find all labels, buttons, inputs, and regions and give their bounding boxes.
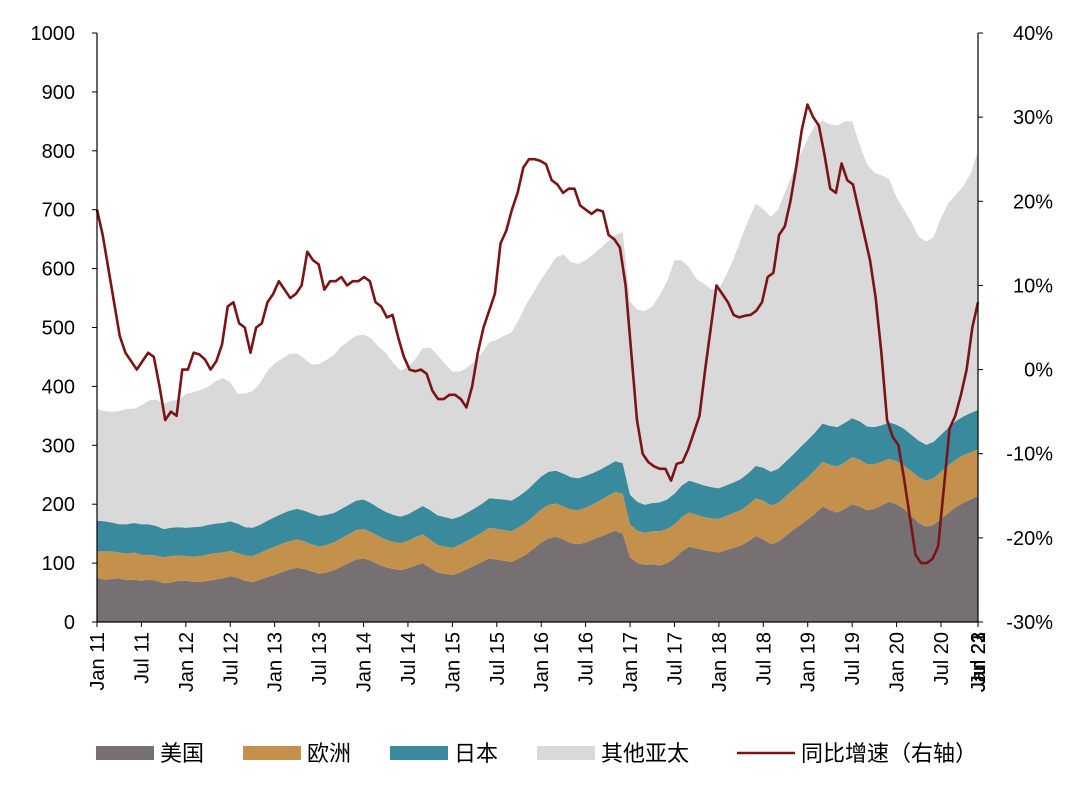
x-tick-label: Jan 14 <box>354 632 376 692</box>
x-tick-label: Jan 13 <box>265 632 287 692</box>
x-tick-label: Jul 20 <box>931 632 953 685</box>
x-tick-label: Jan 11 <box>87 632 109 691</box>
x-tick-label: Jan 16 <box>531 632 553 692</box>
x-tick-label: Jan 19 <box>798 632 820 692</box>
area-series-0 <box>97 495 978 622</box>
legend-label: 美国 <box>160 741 204 766</box>
left-tick-label: 700 <box>42 200 75 222</box>
area-series-2 <box>97 409 978 558</box>
x-tick-label: Jul 11 <box>131 632 153 684</box>
legend-label: 日本 <box>454 741 498 766</box>
stacked-areas <box>97 120 978 622</box>
x-tick-label: Jan 17 <box>620 632 642 692</box>
x-tick-label: Jan 18 <box>709 632 731 692</box>
left-tick-label: 800 <box>42 141 75 163</box>
right-tick-label: -20% <box>1006 528 1053 550</box>
legend-label: 欧洲 <box>307 741 351 766</box>
x-tick-label: Jan 21 <box>968 632 990 692</box>
left-tick-label: 300 <box>42 435 75 457</box>
area-series-1 <box>97 449 978 584</box>
growth-rate-line <box>95 103 980 565</box>
left-tick-label: 900 <box>42 82 75 104</box>
right-tick-label: 10% <box>1013 275 1053 297</box>
x-tick-label: Jul 18 <box>753 632 775 685</box>
legend-label: 同比增速（右轴） <box>801 741 977 766</box>
x-tick-label: Jan 12 <box>176 632 198 692</box>
legend-swatch <box>243 746 301 760</box>
left-tick-label: 200 <box>42 494 75 516</box>
x-tick-label: Jan 23 <box>968 632 990 692</box>
legend-swatch <box>96 746 154 760</box>
legend: 美国 欧洲 日本 其他亚太 同比增速（右轴） <box>96 741 977 766</box>
legend-swatch <box>537 746 595 760</box>
legend-label: 其他亚太 <box>601 741 689 766</box>
x-tick-label: Jul 12 <box>220 632 242 685</box>
x-tick-label: Jul 19 <box>842 632 864 685</box>
right-tick-label: 30% <box>1013 107 1053 129</box>
left-tick-label: 100 <box>42 553 75 575</box>
x-tick-label: Jul 14 <box>398 632 420 685</box>
left-tick-label: 600 <box>42 259 75 281</box>
right-tick-label: 40% <box>1013 23 1053 45</box>
left-tick-label: 0 <box>64 612 75 634</box>
left-tick-label: 500 <box>42 318 75 340</box>
right-tick-label: -10% <box>1006 444 1053 466</box>
legend-swatch <box>390 746 448 760</box>
x-tick-label: Jan 22 <box>968 632 990 692</box>
left-tick-label: 400 <box>42 376 75 398</box>
right-tick-label: -30% <box>1006 612 1053 634</box>
x-tick-label: Jul 21 <box>968 632 990 685</box>
x-tick-label: Jul 15 <box>487 632 509 685</box>
growth-line-layer <box>95 103 980 565</box>
x-tick-label: Jul 16 <box>576 632 598 685</box>
x-tick-label: Jul 23 <box>968 632 990 685</box>
x-tick-label: Jan 20 <box>887 632 909 692</box>
x-tick-label: Jul 17 <box>664 632 686 685</box>
area-series-3 <box>97 120 978 529</box>
left-tick-label: 1000 <box>31 23 76 45</box>
x-tick-label: Jul 13 <box>309 632 331 685</box>
right-tick-label: 0% <box>1024 360 1053 382</box>
axes: 0 100 200 300 400 500 600 700 800 900 1000 -30% -20%… <box>31 23 1054 692</box>
x-tick-label: Jan 15 <box>442 632 464 692</box>
right-tick-label: 20% <box>1013 191 1053 213</box>
x-tick-label: Jul 22 <box>968 632 990 685</box>
